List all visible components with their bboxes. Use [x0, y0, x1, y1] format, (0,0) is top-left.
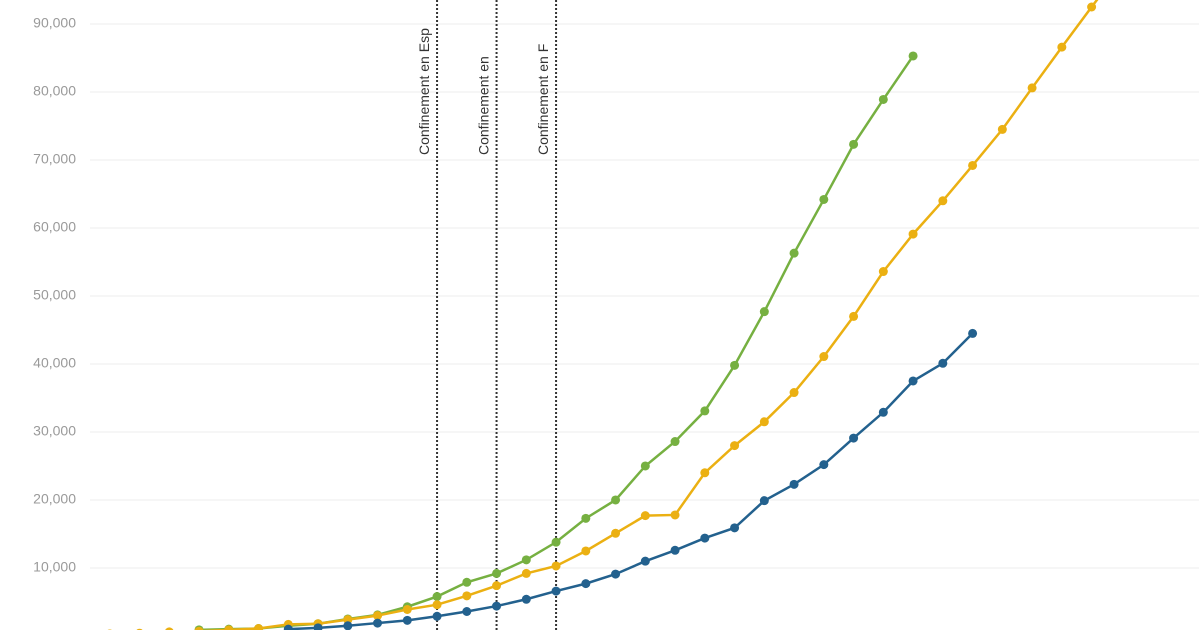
data-point [849, 311, 859, 321]
data-point [730, 523, 740, 533]
y-tick-label: 10,000 [33, 559, 76, 575]
data-point [819, 194, 829, 204]
data-point [968, 160, 978, 170]
data-point [849, 433, 859, 443]
data-point [373, 611, 383, 621]
series-line [288, 332, 974, 630]
y-tick-label: 80,000 [33, 83, 76, 99]
data-point [462, 607, 472, 617]
annotation-label: Confinement en F [535, 44, 551, 155]
data-point [878, 407, 888, 417]
data-point [730, 360, 740, 370]
data-point [968, 328, 978, 338]
data-point [462, 577, 472, 587]
data-point [373, 618, 383, 628]
data-point [670, 545, 680, 555]
data-point [313, 623, 323, 630]
data-point [670, 510, 680, 520]
data-point [759, 417, 769, 427]
data-point [551, 586, 561, 596]
data-point [908, 376, 918, 386]
data-point [194, 626, 204, 630]
data-point [789, 248, 799, 258]
data-point [283, 624, 293, 630]
y-tick-label: 20,000 [33, 491, 76, 507]
data-point [640, 556, 650, 566]
data-point [521, 594, 531, 604]
data-point [581, 546, 591, 556]
data-point [878, 267, 888, 277]
data-point [819, 352, 829, 362]
data-point [730, 441, 740, 451]
data-point [640, 511, 650, 521]
data-point [432, 611, 442, 621]
data-point [581, 513, 591, 523]
data-point [521, 568, 531, 578]
data-point [611, 528, 621, 538]
data-point [1057, 42, 1067, 52]
data-point [432, 600, 442, 610]
y-tick-label: 50,000 [33, 287, 76, 303]
data-point [700, 406, 710, 416]
data-point [878, 94, 888, 104]
data-point [254, 624, 264, 630]
data-point [432, 592, 442, 602]
data-point [224, 625, 234, 630]
data-point [611, 495, 621, 505]
data-point [938, 196, 948, 206]
data-point [611, 569, 621, 579]
data-point [759, 496, 769, 506]
data-point [492, 581, 502, 591]
data-point [492, 568, 502, 578]
data-point [938, 358, 948, 368]
data-point [670, 437, 680, 447]
data-point [165, 627, 174, 630]
data-point [551, 561, 561, 571]
annotation-label: Confinement en [475, 56, 491, 155]
data-point [551, 537, 561, 547]
y-tick-label: 30,000 [33, 423, 76, 439]
data-point [789, 388, 799, 398]
data-point [700, 533, 710, 543]
annotation-label: Confinement en Esp [416, 28, 432, 155]
data-point [402, 604, 412, 614]
data-point [640, 461, 650, 471]
data-point [581, 579, 591, 589]
data-point [908, 51, 918, 61]
data-point [849, 139, 859, 149]
data-point [402, 615, 412, 625]
data-point [819, 460, 829, 470]
data-point [1087, 2, 1097, 12]
data-point [997, 124, 1007, 134]
data-point [462, 591, 472, 601]
data-point [521, 555, 531, 565]
data-point [492, 601, 502, 611]
y-tick-label: 90,000 [33, 15, 76, 31]
y-tick-label: 60,000 [33, 219, 76, 235]
y-tick-label: 40,000 [33, 355, 76, 371]
y-tick-label: 70,000 [33, 151, 76, 167]
data-point [700, 468, 710, 478]
data-point [789, 479, 799, 489]
data-point [343, 621, 353, 630]
data-point [1027, 83, 1037, 93]
data-point [908, 229, 918, 239]
data-point [759, 307, 769, 317]
